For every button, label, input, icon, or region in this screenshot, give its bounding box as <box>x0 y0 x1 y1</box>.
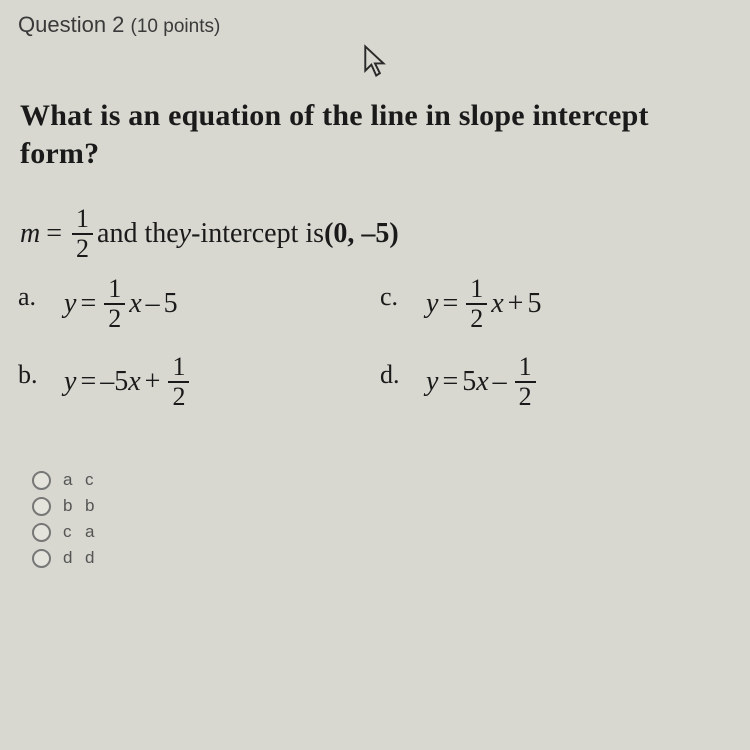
choice-a-den: 2 <box>104 305 125 332</box>
choice-d-den: 2 <box>515 383 536 410</box>
choice-c-den: 2 <box>466 305 487 332</box>
choice-b-x: x <box>128 366 140 398</box>
radio-circle-icon <box>32 523 51 542</box>
choice-d-eq: = <box>442 366 458 398</box>
radio-circle-icon <box>32 549 51 568</box>
cursor-icon <box>362 44 388 78</box>
question-points: (10 points) <box>131 16 221 37</box>
choice-b-eq: = <box>80 366 96 398</box>
slope-fraction: 1 2 <box>72 206 93 262</box>
radio-b-val: b <box>85 496 107 516</box>
choice-d-pre: 5 <box>462 366 476 398</box>
choice-b-pre: –5 <box>100 366 128 398</box>
choice-d-num: 1 <box>515 354 536 383</box>
choice-a-k: 5 <box>164 288 178 320</box>
choice-d-y: y <box>426 366 438 398</box>
choice-c-eq: = <box>442 288 458 320</box>
cursor-row <box>18 44 732 83</box>
choice-c-y: y <box>426 288 438 320</box>
radio-d-val: d <box>85 548 107 568</box>
choice-d-fraction: 1 2 <box>515 354 536 410</box>
choice-a-y: y <box>64 288 76 320</box>
choice-a-fraction: 1 2 <box>104 276 125 332</box>
question-prompt: What is an equation of the line in slope… <box>20 97 732 172</box>
radio-b[interactable]: b b <box>32 496 732 516</box>
choice-c-fraction: 1 2 <box>466 276 487 332</box>
radio-a-val: c <box>85 470 107 490</box>
choice-a-op: – <box>146 288 160 320</box>
slope-numerator: 1 <box>72 206 93 235</box>
radio-circle-icon <box>32 471 51 490</box>
radio-d[interactable]: d d <box>32 548 732 568</box>
radio-c-opt: c <box>63 522 85 542</box>
choice-b-equation: y = –5 x + 1 2 <box>64 354 193 410</box>
y-var: y <box>179 218 191 250</box>
choice-d-label: d. <box>380 354 426 390</box>
choice-b-fraction: 1 2 <box>168 354 189 410</box>
choice-c-op: + <box>508 288 524 320</box>
choice-d-equation: y = 5 x – 1 2 <box>426 354 540 410</box>
slope-var: m <box>20 218 40 250</box>
choice-a-x: x <box>129 288 141 320</box>
radio-circle-icon <box>32 497 51 516</box>
question-header: Question 2 (10 points) <box>18 12 732 38</box>
choice-a-label: a. <box>18 276 64 312</box>
choice-d-x: x <box>476 366 488 398</box>
choice-a-equation: y = 1 2 x – 5 <box>64 276 178 332</box>
choice-b: b. y = –5 x + 1 2 <box>18 354 370 410</box>
choice-a-num: 1 <box>104 276 125 305</box>
choice-c-label: c. <box>380 276 426 312</box>
choice-a: a. y = 1 2 x – 5 <box>18 276 370 332</box>
radio-b-opt: b <box>63 496 85 516</box>
given-text-2: -intercept is <box>191 218 324 250</box>
choice-c: c. y = 1 2 x + 5 <box>380 276 732 332</box>
radio-c[interactable]: c a <box>32 522 732 542</box>
choice-b-y: y <box>64 366 76 398</box>
slope-denominator: 2 <box>72 235 93 262</box>
choice-c-equation: y = 1 2 x + 5 <box>426 276 541 332</box>
question-number: Question 2 <box>18 12 124 37</box>
radio-c-val: a <box>85 522 107 542</box>
choice-c-x: x <box>491 288 503 320</box>
given-text-1: and the <box>97 218 179 250</box>
choice-c-k: 5 <box>527 288 541 320</box>
choice-b-num: 1 <box>168 354 189 383</box>
choice-b-den: 2 <box>168 383 189 410</box>
radio-d-opt: d <box>63 548 85 568</box>
equals-sign: = <box>46 218 62 250</box>
choice-d: d. y = 5 x – 1 2 <box>380 354 732 410</box>
choice-d-op: – <box>493 366 507 398</box>
radio-options: a c b b c a d d <box>32 470 732 568</box>
radio-a[interactable]: a c <box>32 470 732 490</box>
choice-a-eq: = <box>80 288 96 320</box>
choice-c-num: 1 <box>466 276 487 305</box>
given-conditions: m = 1 2 and the y -intercept is (0, –5) <box>20 206 732 262</box>
y-intercept-point: (0, –5) <box>324 218 399 250</box>
choice-b-op: + <box>145 366 161 398</box>
choice-b-label: b. <box>18 354 64 390</box>
radio-a-opt: a <box>63 470 85 490</box>
answer-choices: a. y = 1 2 x – 5 c. y = 1 2 <box>18 276 732 410</box>
